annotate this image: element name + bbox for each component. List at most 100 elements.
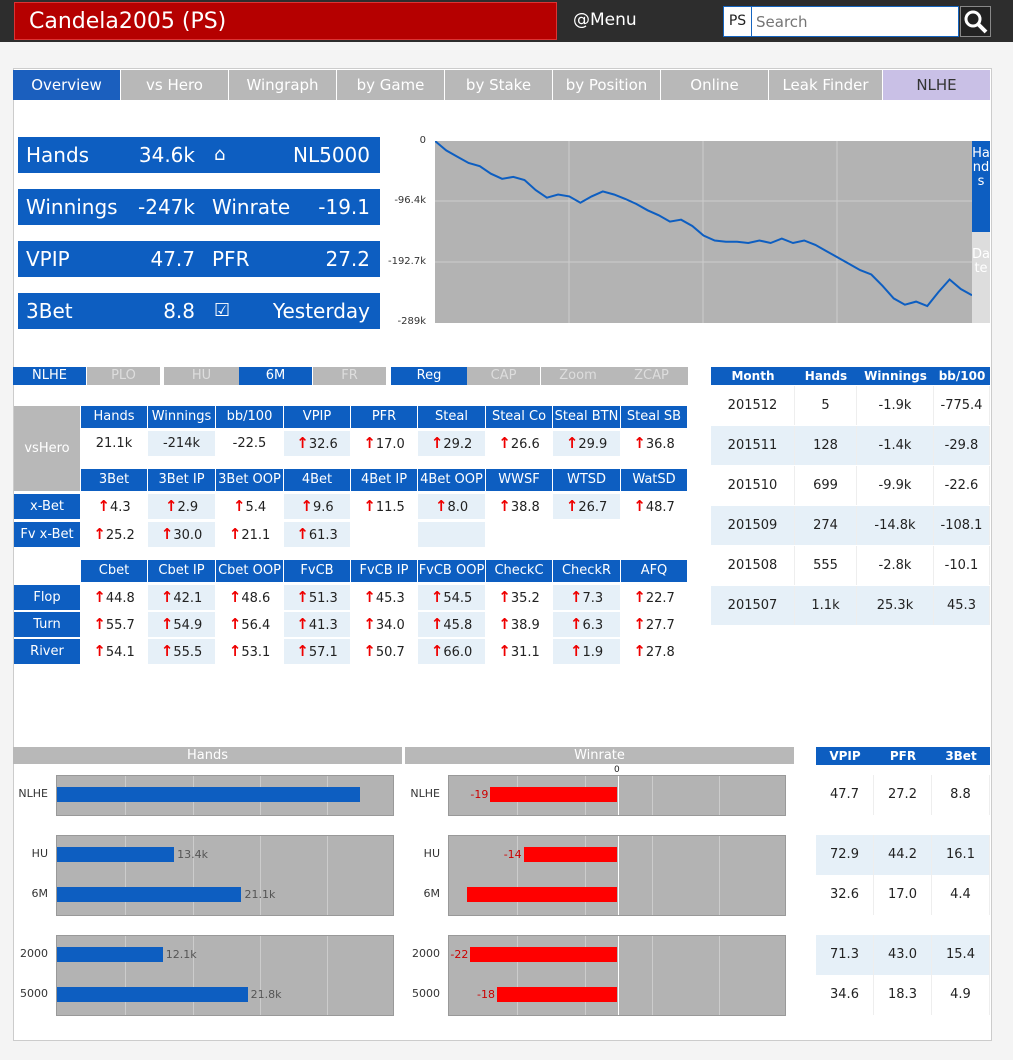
menu-link[interactable]: @Menu <box>573 10 637 30</box>
stat-header[interactable]: FvCB IP <box>351 560 417 582</box>
tab-leak-finder[interactable]: Leak Finder <box>769 70 883 100</box>
stat-value: 44.8 <box>105 591 135 606</box>
month-cell: 25.3k <box>857 586 934 625</box>
stat-cell: ↑55.7 <box>81 612 147 637</box>
stat-header[interactable]: Steal SB <box>621 406 687 428</box>
up-arrow-icon: ↑ <box>160 525 174 543</box>
stat-header[interactable]: FvCB <box>284 560 350 582</box>
side-cell: 16.1 <box>932 835 990 875</box>
filter-hu[interactable]: HU <box>164 367 239 385</box>
player-title[interactable]: Candela2005 (PS) <box>14 2 557 40</box>
tab-nlhe[interactable]: NLHE <box>883 70 991 100</box>
filter-fr[interactable]: FR <box>313 367 386 385</box>
up-arrow-icon: ↑ <box>434 497 448 515</box>
month-header[interactable]: bb/100 <box>934 367 990 385</box>
side-cell: 34.6 <box>816 975 874 1015</box>
filter-nlhe[interactable]: NLHE <box>13 367 86 385</box>
tab-by-game[interactable]: by Game <box>337 70 445 100</box>
stat-header[interactable]: 4Bet IP <box>351 469 417 491</box>
stat-cell: ↑41.3 <box>284 612 350 637</box>
hands-bar-value: 21.8k <box>250 988 282 1001</box>
filter-plo[interactable]: PLO <box>87 367 160 385</box>
search-button[interactable] <box>960 6 991 37</box>
tab-by-position[interactable]: by Position <box>553 70 661 100</box>
filter-reg[interactable]: Reg <box>391 367 467 385</box>
stat-header[interactable]: FvCB OOP <box>418 560 485 582</box>
month-header[interactable]: Hands <box>795 367 857 385</box>
stat-value: 61.3 <box>308 528 338 543</box>
stat-header[interactable]: Hands <box>81 406 147 428</box>
stat-header[interactable]: Steal Co <box>486 406 552 428</box>
stat-value: 48.7 <box>645 500 675 515</box>
stat-value: 9.6 <box>312 500 334 515</box>
stat-cell: ↑53.1 <box>216 639 283 664</box>
stat-header[interactable]: WWSF <box>486 469 552 491</box>
stat-label: VPIP <box>26 247 70 271</box>
stat-header[interactable]: 4Bet <box>284 469 350 491</box>
stat-header[interactable]: 3Bet <box>81 469 147 491</box>
side-header[interactable]: VPIP <box>816 747 874 765</box>
filter-6m[interactable]: 6M <box>239 367 312 385</box>
filter-zoom[interactable]: Zoom <box>541 367 615 385</box>
wingraph-tick: -96.4k <box>394 195 426 206</box>
filter-cap[interactable]: CAP <box>467 367 540 385</box>
stat-header[interactable]: CheckC <box>486 560 552 582</box>
stat-header[interactable]: AFQ <box>621 560 687 582</box>
stat-value: 6.3 <box>582 618 604 633</box>
row-label: Fv x-Bet <box>14 522 80 547</box>
stat-cell: ↑54.9 <box>148 612 215 637</box>
side-header[interactable]: PFR <box>874 747 932 765</box>
stat-value: 53.1 <box>241 645 271 660</box>
search-input[interactable] <box>751 6 959 37</box>
tab-wingraph[interactable]: Wingraph <box>229 70 337 100</box>
stat-value: 2.9 <box>177 500 199 515</box>
side-cell: 43.0 <box>874 935 932 975</box>
stat-header[interactable]: PFR <box>351 406 417 428</box>
gridline <box>327 836 328 915</box>
tab-overview[interactable]: Overview <box>13 70 121 100</box>
stat-label: PFR <box>212 247 250 271</box>
stat-header[interactable]: VPIP <box>284 406 350 428</box>
stat-value: 29.2 <box>443 437 473 452</box>
winrate-bar <box>467 887 617 902</box>
stat-cell: ↑66.0 <box>418 639 485 664</box>
stat-value: 45.8 <box>443 618 473 633</box>
stat-header[interactable]: WTSD <box>553 469 620 491</box>
stat-header[interactable]: Cbet IP <box>148 560 215 582</box>
stat-cell: ↑35.2 <box>486 585 552 610</box>
hands-bars-title: Hands <box>13 747 402 764</box>
stat-header[interactable]: CheckR <box>553 560 620 582</box>
stat-value: 42.1 <box>173 591 203 606</box>
stat-header[interactable]: 3Bet OOP <box>216 469 283 491</box>
bar-label: NLHE <box>18 787 48 800</box>
tab-vs-hero[interactable]: vs Hero <box>121 70 229 100</box>
vshero-label: vsHero <box>14 406 80 491</box>
tab-online[interactable]: Online <box>661 70 769 100</box>
month-cell: 699 <box>795 466 857 505</box>
month-header[interactable]: Winnings <box>857 367 934 385</box>
stat-value: 27.7 <box>645 618 675 633</box>
stat-header[interactable]: WatSD <box>621 469 687 491</box>
stat-header[interactable]: Cbet OOP <box>216 560 283 582</box>
filter-zcap[interactable]: ZCAP <box>615 367 688 385</box>
stat-header[interactable]: Winnings <box>148 406 215 428</box>
stat-header[interactable]: bb/100 <box>216 406 283 428</box>
stat-value: 25.2 <box>105 528 135 543</box>
bar-label: 5000 <box>20 987 48 1000</box>
winrate-plot <box>448 835 786 916</box>
stat-header[interactable]: Steal <box>418 406 485 428</box>
hands-axis-toggle[interactable]: Hands <box>972 141 990 232</box>
up-arrow-icon: ↑ <box>498 434 511 452</box>
stat-header[interactable]: 4Bet OOP <box>418 469 485 491</box>
up-arrow-icon: ↑ <box>160 615 174 633</box>
date-axis-toggle[interactable]: Date <box>972 232 990 323</box>
stat-header[interactable]: Cbet <box>81 560 147 582</box>
stat-value: 26.6 <box>510 437 540 452</box>
stat-header[interactable]: Steal BTN <box>553 406 620 428</box>
month-header[interactable]: Month <box>711 367 795 385</box>
gridline <box>719 776 720 815</box>
side-header[interactable]: 3Bet <box>932 747 990 765</box>
tab-by-stake[interactable]: by Stake <box>445 70 553 100</box>
up-arrow-icon: ↑ <box>296 588 309 606</box>
stat-header[interactable]: 3Bet IP <box>148 469 215 491</box>
